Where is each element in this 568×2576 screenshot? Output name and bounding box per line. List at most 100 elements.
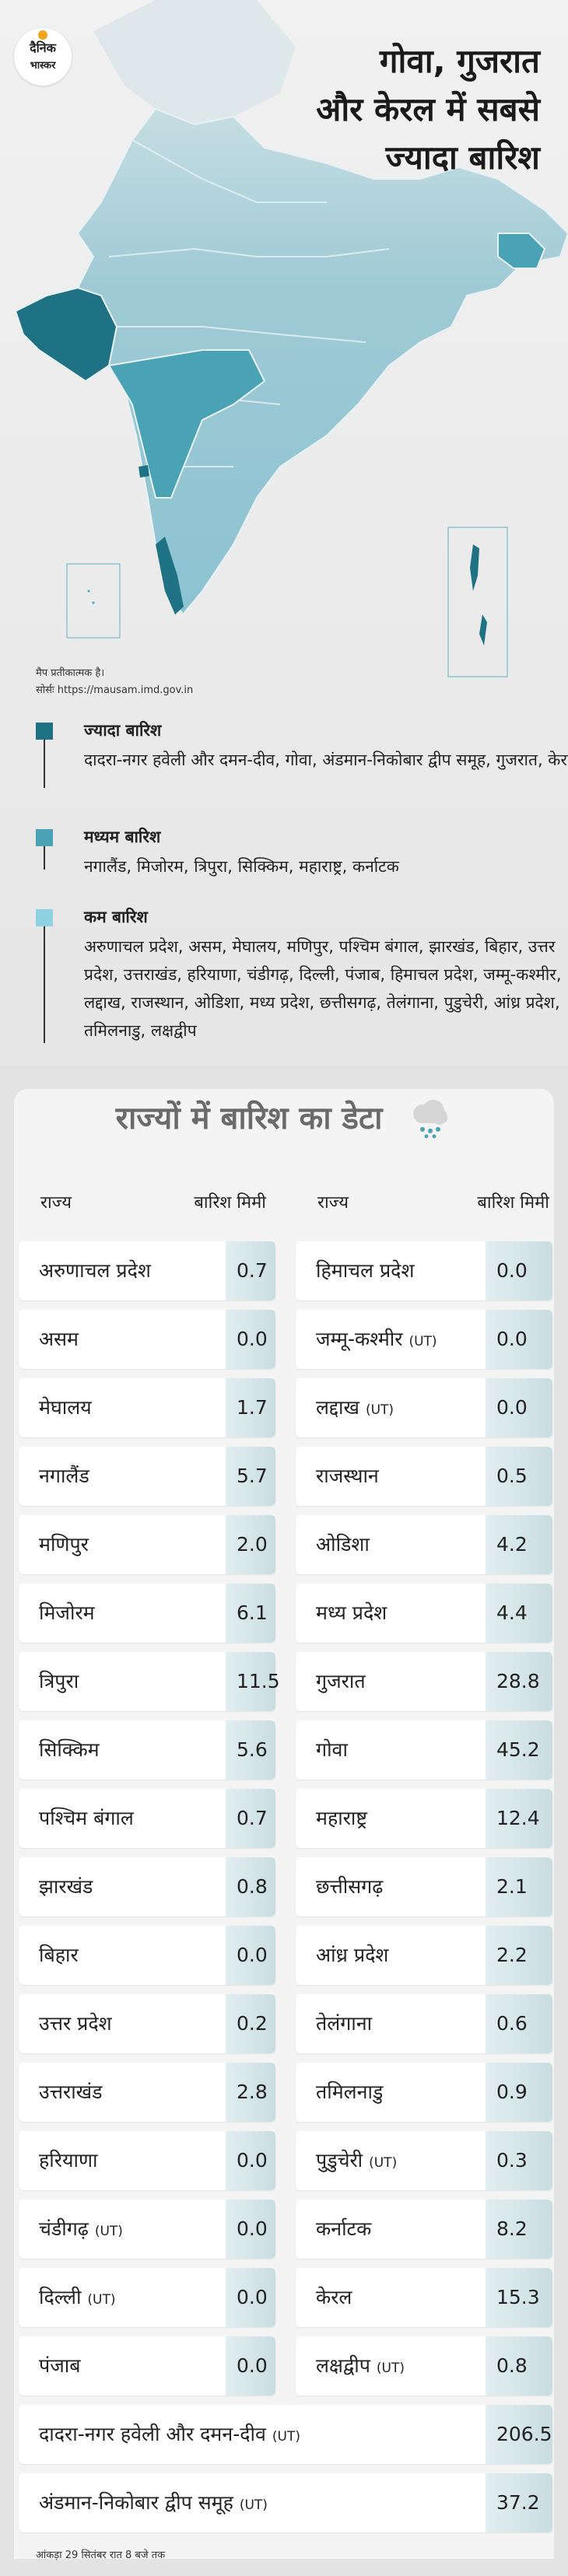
table-row: अंडमान-निकोबार द्वीप समूह (UT) 37.2 <box>19 2473 552 2532</box>
table-row: जम्मू-कश्मीर (UT) 0.0 <box>296 1310 552 1369</box>
table-row: ओडिशा 4.2 <box>296 1515 552 1574</box>
state-name: पंजाब <box>39 2336 81 2398</box>
rain-value: 6.1 <box>226 1584 275 1643</box>
state-name: दादरा-नगर हवेली और दमन-दीव (UT) <box>39 2405 300 2466</box>
state-name: पश्चिम बंगाल <box>39 1789 134 1850</box>
map-region-kerala <box>156 537 184 614</box>
legend-high: ज्यादा बारिश दादरा-नगर हवेली और दमन-दीव,… <box>36 719 568 805</box>
state-name-text: मेघालय <box>39 1396 92 1419</box>
rain-value: 1.7 <box>226 1378 275 1437</box>
rain-value: 0.0 <box>486 1310 552 1369</box>
rain-value: 0.0 <box>226 2131 275 2190</box>
table-row: असम 0.0 <box>19 1310 275 1369</box>
legend-connector <box>44 846 45 870</box>
state-name-text: मध्य प्रदेश <box>316 1601 387 1624</box>
state-name-text: सिक्किम <box>39 1738 100 1761</box>
table-row: मणिपुर 2.0 <box>19 1515 275 1574</box>
right-column-header: राज्य बारिश मिमी <box>317 1190 549 1221</box>
table-row: पश्चिम बंगाल 0.7 <box>19 1789 275 1848</box>
state-name: गोवा <box>316 1720 348 1782</box>
rain-value: 0.0 <box>486 1241 552 1300</box>
rain-value: 0.3 <box>486 2131 552 2190</box>
headline-line2: और केरल में सबसे <box>316 90 540 128</box>
state-name: कर्नाटक <box>316 2200 371 2261</box>
ut-tag: (UT) <box>408 1334 437 1349</box>
state-name: असम <box>39 1310 79 1371</box>
logo-sun-icon <box>38 30 47 40</box>
state-name-text: छत्तीसगढ़ <box>316 1875 384 1898</box>
rain-value: 4.4 <box>486 1584 552 1643</box>
rain-value: 0.0 <box>226 1926 275 1985</box>
table-row: छत्तीसगढ़ 2.1 <box>296 1857 552 1916</box>
map-note: मैप प्रतीकात्मक है। सोर्सः https://mausa… <box>36 665 193 699</box>
state-name-text: नगालैंड <box>39 1465 89 1487</box>
state-name: तमिलनाडु <box>316 2063 383 2124</box>
map-region-medium <box>107 349 266 499</box>
state-name-text: दिल्ली <box>39 2286 82 2308</box>
state-name: मणिपुर <box>39 1515 89 1577</box>
state-name: ओडिशा <box>316 1515 370 1577</box>
rain-cloud-icon <box>413 1100 448 1139</box>
state-name-text: मणिपुर <box>39 1533 89 1556</box>
rain-value: 15.3 <box>486 2268 552 2327</box>
state-name: आंध्र प्रदेश <box>316 1926 388 1987</box>
headline-line3: ज्यादा बारिश <box>385 138 540 177</box>
legend-low-text: अरुणाचल प्रदेश, असम, मेघालय, मणिपुर, पश्… <box>84 937 562 1040</box>
state-name-text: तमिलनाडु <box>316 2081 384 2103</box>
rain-value: 0.0 <box>226 2336 275 2396</box>
map-disclaimer: मैप प्रतीकात्मक है। <box>36 667 105 679</box>
rain-value: 0.5 <box>486 1447 552 1506</box>
state-name: हिमाचल प्रदेश <box>316 1241 414 1303</box>
legend-medium-text: नगालैंड, मिजोरम, त्रिपुरा, सिक्किम, महार… <box>84 857 399 876</box>
state-name-text: मिजोरम <box>39 1601 95 1624</box>
table-row: आंध्र प्रदेश 2.2 <box>296 1926 552 1985</box>
state-name-text: कर्नाटक <box>316 2217 372 2240</box>
state-name: झारखंड <box>39 1857 93 1919</box>
state-name-text: ओडिशा <box>316 1533 370 1556</box>
legend-medium: मध्यम बारिश नगालैंड, मिजोरम, त्रिपुरा, स… <box>36 826 565 888</box>
logo-line1: दैनिक <box>30 40 56 55</box>
rain-value: 12.4 <box>486 1789 552 1848</box>
table-row: राजस्थान 0.5 <box>296 1447 552 1506</box>
state-name: गुजरात <box>316 1652 366 1713</box>
ut-tag: (UT) <box>376 2361 405 2376</box>
table-row: महाराष्ट्र 12.4 <box>296 1789 552 1848</box>
headline-line1: गोवा, गुजरात <box>379 42 540 80</box>
table-row: मध्य प्रदेश 4.4 <box>296 1584 552 1643</box>
rain-value: 0.8 <box>226 1857 275 1916</box>
state-name: छत्तीसगढ़ <box>316 1857 383 1919</box>
legend-medium-title: मध्यम बारिश <box>84 828 161 846</box>
state-name-text: तेलंगाना <box>316 2012 373 2035</box>
legend-low-swatch <box>36 909 53 926</box>
table-row: मेघालय 1.7 <box>19 1378 275 1437</box>
legend-high-swatch <box>36 723 53 740</box>
state-name-text: हिमाचल प्रदेश <box>316 1259 415 1282</box>
state-name: लद्दाख (UT) <box>316 1378 394 1440</box>
rain-value: 0.6 <box>486 1994 552 2053</box>
state-name-text: गुजरात <box>316 1670 366 1692</box>
ut-tag: (UT) <box>272 2429 300 2445</box>
table-title-text: राज्यों में बारिश का डेटा <box>115 1101 383 1136</box>
state-name-text: लक्षद्वीप <box>316 2354 370 2377</box>
table-row: हरियाणा 0.0 <box>19 2131 275 2190</box>
state-name: मिजोरम <box>39 1584 95 1645</box>
state-name: चंडीगढ़ (UT) <box>39 2200 123 2261</box>
state-name-text: लद्दाख <box>316 1396 359 1419</box>
state-name: मध्य प्रदेश <box>316 1584 387 1645</box>
state-name: उत्तराखंड <box>39 2063 103 2124</box>
table-row: तमिलनाडु 0.9 <box>296 2063 552 2122</box>
state-name: बिहार <box>39 1926 79 1987</box>
rain-value: 0.0 <box>226 2200 275 2259</box>
state-name-text: उत्तर प्रदेश <box>39 2012 112 2035</box>
rain-value: 0.2 <box>226 1994 275 2053</box>
rain-value: 28.8 <box>486 1652 552 1711</box>
state-name-text: पंजाब <box>39 2354 81 2377</box>
india-rainfall-map <box>14 0 568 677</box>
table-row: पंजाब 0.0 <box>19 2336 275 2396</box>
state-name-text: उत्तराखंड <box>39 2081 103 2103</box>
table-row: उत्तर प्रदेश 0.2 <box>19 1994 275 2053</box>
table-row: अरुणाचल प्रदेश 0.7 <box>19 1241 275 1300</box>
legend-medium-swatch <box>36 829 53 846</box>
rain-value: 0.9 <box>486 2063 552 2122</box>
table-row: बिहार 0.0 <box>19 1926 275 1985</box>
